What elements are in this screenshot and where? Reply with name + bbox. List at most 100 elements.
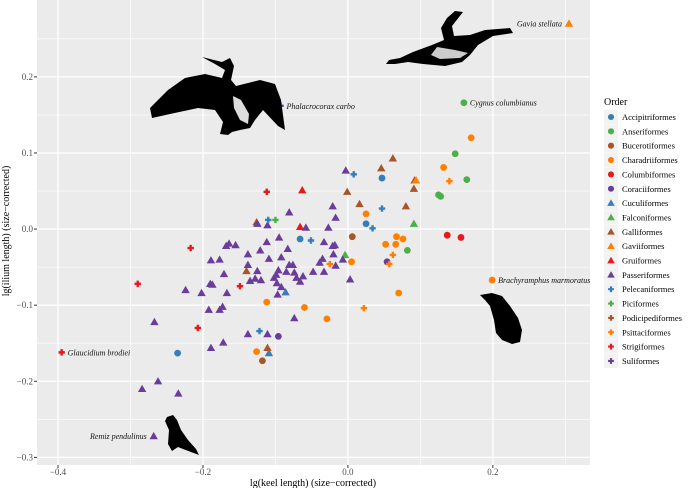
y-tick-label: −0.3 (17, 452, 34, 462)
point-passeriformes (218, 302, 227, 310)
legend-key-bucerotiformes (607, 142, 615, 149)
point-charadriiformes (253, 348, 261, 356)
point-passeriformes (224, 239, 234, 247)
legend-key-pelecaniformes (608, 286, 614, 293)
x-axis-title: lg(keel length) (size−corrected) (250, 478, 376, 488)
bird-silhouettes (150, 11, 522, 455)
legend-label-strigiformes: Strigiformes (622, 342, 665, 352)
legend-key-cuculiformes (607, 199, 615, 206)
point-accipitriformes (296, 235, 304, 243)
point-passeriformes (277, 253, 286, 261)
point-passeriformes (330, 240, 340, 249)
point-passeriformes (329, 249, 338, 258)
point-passeriformes (285, 208, 294, 216)
legend-key-falconiformes (607, 213, 615, 221)
point-strigiformes (58, 349, 65, 356)
annotation-label: Cygnus columbianus (470, 99, 537, 108)
point-galliformes (409, 184, 419, 192)
point-falconiformes (409, 219, 419, 227)
point-gaviiformes (564, 19, 574, 27)
point-anseriformes (403, 246, 411, 254)
point-passeriformes (324, 223, 333, 231)
x-tick-label: 0.0 (342, 467, 354, 477)
legend-label-suliformes: Suliformes (622, 356, 659, 366)
point-passeriformes (137, 384, 147, 393)
point-charadriiformes (362, 210, 370, 218)
point-galliformes (242, 266, 251, 275)
legend-key-suliformes (608, 358, 614, 364)
point-passeriformes (282, 267, 291, 275)
species-annotations: Gavia stellata Cygnus columbianus Phalacro… (68, 20, 591, 441)
point-passeriformes (197, 288, 206, 297)
legend-label-galliformes: Galliformes (622, 227, 663, 237)
legend-key-strigiformes (608, 343, 614, 350)
point-psittaciformes (360, 305, 368, 312)
point-passeriformes (262, 237, 271, 246)
y-tick-label: −0.2 (17, 376, 33, 386)
y-axis-title: lg(ilium length) (size−corrected) (1, 166, 12, 297)
point-passeriformes (263, 329, 272, 338)
point-passeriformes (273, 290, 282, 298)
axes: −0.4 −0.2 0.0 0.2 −0.3 −0.2 −0.1 0.0 0.1 0.2 (17, 72, 499, 477)
point-columbiformes (443, 231, 451, 239)
point-passeriformes (269, 273, 279, 281)
x-tick-label: −0.2 (195, 467, 211, 477)
point-strigiformes (134, 280, 141, 288)
data-points (58, 19, 574, 440)
point-galliformes (401, 202, 411, 210)
loon-silhouette (386, 11, 513, 66)
point-pelecaniformes (265, 216, 272, 224)
point-passeriformes (204, 305, 213, 313)
point-charadriiformes (488, 276, 496, 284)
point-passeriformes (263, 221, 272, 229)
point-passeriformes (315, 258, 324, 266)
point-passeriformes (222, 288, 232, 297)
point-accipitriformes (362, 220, 370, 228)
plot-panel (37, 0, 590, 465)
point-gaviiformes (411, 176, 421, 184)
point-anseriformes (437, 192, 445, 200)
point-anseriformes (451, 150, 459, 158)
point-piciformes (272, 216, 279, 224)
legend-label-pelecaniformes: Pelecaniformes (622, 284, 674, 294)
point-passeriformes (215, 255, 224, 263)
y-tick-label: −0.1 (17, 300, 33, 310)
legend-key-passeriformes (607, 271, 615, 278)
legend-label-podicipediformes: Podicipediformes (622, 313, 682, 323)
point-passeriformes (272, 278, 282, 287)
point-passeriformes (290, 313, 299, 322)
point-cuculiformes (264, 348, 274, 357)
point-strigiformes (236, 282, 244, 290)
legend-key-podicipediformes (608, 315, 614, 321)
point-anseriformes (463, 176, 471, 184)
point-psittaciformes (389, 251, 397, 259)
point-passeriformes (206, 256, 216, 264)
point-galliformes (343, 187, 352, 195)
legend-label-piciformes: Piciformes (622, 299, 659, 309)
legend-label-falconiformes: Falconiformes (622, 212, 671, 222)
point-passeriformes (319, 267, 329, 275)
point-passeriformes (283, 244, 292, 253)
point-charadriiformes (263, 298, 271, 306)
cormorant-belly-highlight (233, 96, 249, 124)
legend-key-accipitriformes (607, 113, 615, 121)
legend-key-columbiformes (607, 171, 615, 178)
annotation-label: Phalacrocorax carbo (286, 102, 355, 111)
legend-label-cuculiformes: Cuculiformes (622, 198, 668, 208)
point-charadriiformes (440, 164, 447, 171)
point-passeriformes (331, 213, 340, 221)
legend-key-psittaciformes (608, 329, 614, 336)
legend-label-bucerotiformes: Bucerotiformes (622, 141, 675, 151)
y-tick-label: 0.1 (22, 148, 33, 158)
point-passeriformes (298, 272, 308, 280)
legend-label-accipitriformes: Accipitriformes (622, 112, 676, 122)
point-galliformes (355, 199, 364, 208)
point-passeriformes (150, 317, 159, 326)
legend-title: Order (604, 97, 628, 108)
point-passeriformes (181, 285, 190, 294)
point-passeriformes (174, 389, 183, 397)
point-passeriformes (243, 249, 253, 258)
point-galliformes (263, 343, 272, 351)
point-passeriformes (277, 282, 286, 291)
point-columbiformes (457, 234, 465, 241)
